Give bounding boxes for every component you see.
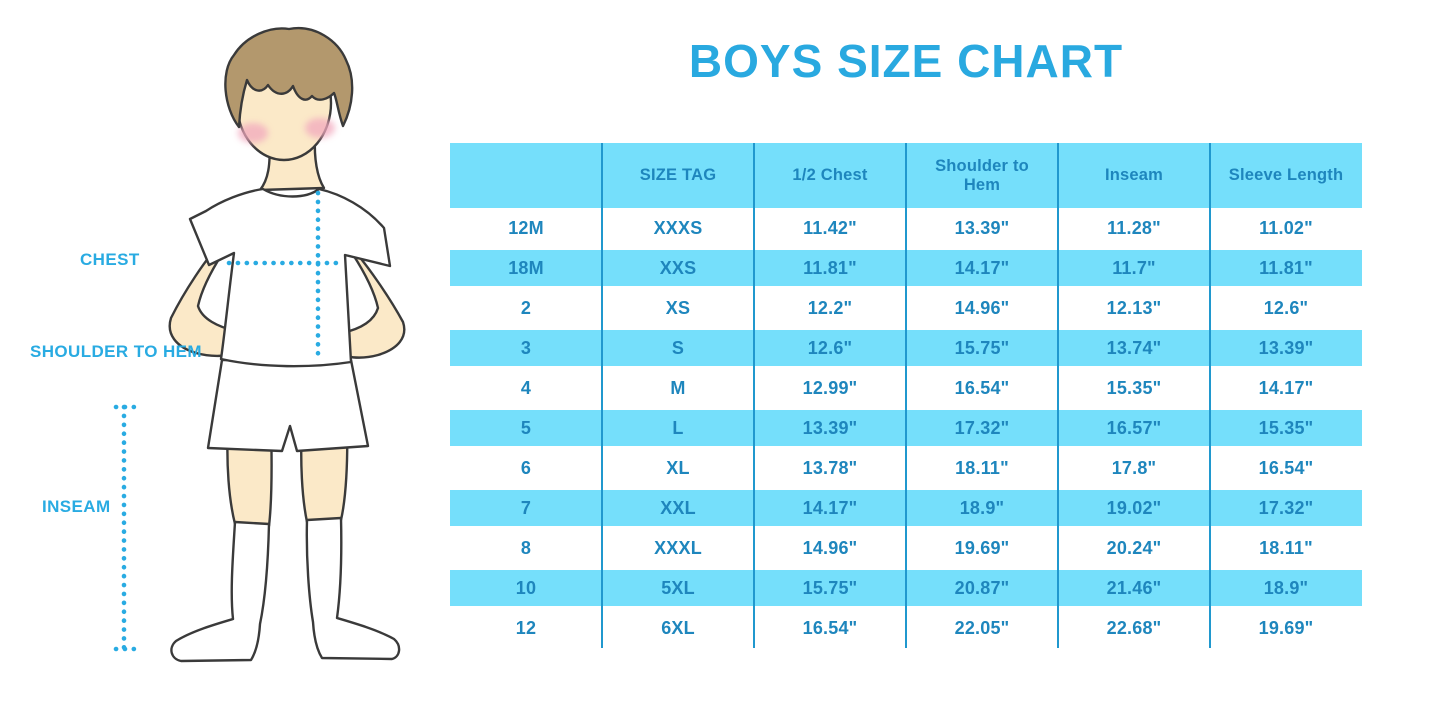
column-header: Sleeve Length — [1228, 166, 1344, 185]
table-cell: 11.02" — [1259, 217, 1313, 238]
table-row: 6 XL 13.78" 18.11" 17.8" 16.54" — [450, 448, 1362, 488]
table-cell: 15.35" — [1106, 377, 1162, 398]
table-row: 8 XXXL 14.96" 19.69" 20.24" 18.11" — [450, 528, 1362, 568]
chest-label: CHEST — [80, 250, 140, 269]
table-cell: XS — [665, 297, 691, 318]
table-cell: 15.75" — [954, 337, 1010, 358]
table-cell: XXS — [659, 257, 697, 278]
table-cell: 18.9" — [959, 497, 1005, 518]
page-title: BOYS SIZE CHART — [688, 35, 1124, 87]
table-cell: 12.6" — [1263, 297, 1309, 318]
table-cell: L — [672, 417, 684, 438]
column-header — [450, 143, 602, 208]
size-table: SIZE TAG 1/2 Chest Shoulder to Hem Inseam Sl… — [450, 143, 1362, 648]
table-cell: 3 — [520, 337, 532, 358]
boy-hair — [224, 26, 354, 129]
table-cell: 13.39" — [802, 417, 858, 438]
table-cell: 8 — [520, 537, 532, 558]
table-cell: 19.02" — [1106, 497, 1162, 518]
table-cell: 18.11" — [1259, 537, 1313, 558]
table-cell: 13.39" — [954, 217, 1010, 238]
boy-illustration-svg — [113, 26, 406, 663]
table-cell: 13.78" — [802, 457, 858, 478]
table-cell: 15.75" — [802, 577, 858, 598]
table-row: 4 M 12.99" 16.54" 15.35" 14.17" — [450, 368, 1362, 408]
table-cell: 12 — [515, 617, 537, 638]
boy-tshirt — [188, 187, 392, 368]
inseam-label: INSEAM — [42, 497, 111, 516]
boy-left-cheek — [238, 123, 268, 143]
table-cell: 12.2" — [807, 297, 853, 318]
table-cell: 22.05" — [954, 617, 1010, 638]
table-cell: 16.57" — [1106, 417, 1162, 438]
table-cell: 14.96" — [802, 537, 858, 558]
table-cell: 19.69" — [1258, 617, 1314, 638]
table-cell: 14.96" — [954, 297, 1010, 318]
table-cell: 11.7" — [1112, 257, 1156, 278]
table-cell: 16.54" — [802, 617, 858, 638]
table-row: 12 6XL 16.54" 22.05" 22.68" 19.69" — [450, 608, 1362, 648]
table-cell: S — [671, 337, 685, 358]
column-header: SIZE TAG — [639, 166, 717, 185]
table-cell: 12M — [508, 217, 544, 238]
table-cell: 16.54" — [954, 377, 1010, 398]
shoulder-to-hem-label: SHOULDER TO HEM — [30, 342, 202, 361]
boy-right-cheek — [305, 118, 335, 138]
table-cell: XXL — [660, 497, 696, 518]
column-header: 1/2 Chest — [792, 166, 868, 185]
table-cell: 13.74" — [1106, 337, 1162, 358]
table-cell: 14.17" — [1258, 377, 1314, 398]
column-separator — [1057, 143, 1059, 648]
table-cell: XXXL — [654, 537, 702, 558]
table-cell: 21.46" — [1106, 577, 1162, 598]
table-cell: 13.39" — [1258, 337, 1314, 358]
boy-shorts — [206, 358, 370, 453]
table-cell: 11.28" — [1107, 217, 1161, 238]
table-cell: 20.24" — [1106, 537, 1162, 558]
table-cell: 12.6" — [807, 337, 853, 358]
table-cell: 2 — [520, 297, 532, 318]
table-cell: 6 — [520, 457, 532, 478]
column-separator — [1209, 143, 1211, 648]
column-separator — [753, 143, 755, 648]
table-cell: M — [670, 377, 686, 398]
column-header: Shoulder to Hem — [935, 156, 1029, 194]
table-cell: 7 — [520, 497, 532, 518]
boy-figure-illustration: CHEST SHOULDER TO HEM INSEAM — [0, 0, 450, 723]
table-cell: 11.42" — [803, 217, 857, 238]
table-cell: 18M — [508, 257, 544, 278]
table-cell: XL — [666, 457, 690, 478]
table-cell: 10 — [515, 577, 537, 598]
table-row: 12M XXXS 11.42" 13.39" 11.28" 11.02" — [450, 208, 1362, 248]
table-cell: 11.81" — [803, 257, 857, 278]
table-cell: 18.11" — [955, 457, 1009, 478]
table-cell: 5 — [520, 417, 532, 438]
boy-left-sock — [170, 520, 271, 663]
boy-right-sock — [305, 516, 401, 661]
table-cell: 14.17" — [802, 497, 858, 518]
table-cell: 17.32" — [954, 417, 1010, 438]
table-cell: 22.68" — [1106, 617, 1162, 638]
table-cell: 19.69" — [954, 537, 1010, 558]
column-separator — [905, 143, 907, 648]
column-header: Inseam — [1104, 166, 1164, 185]
table-cell: 20.87" — [954, 577, 1010, 598]
column-separator — [601, 143, 603, 648]
table-cell: 17.8" — [1111, 457, 1157, 478]
table-cell: 5XL — [661, 577, 695, 598]
table-cell: 18.9" — [1263, 577, 1309, 598]
table-cell: 17.32" — [1258, 497, 1314, 518]
table-cell: 6XL — [661, 617, 695, 638]
table-cell: XXXS — [653, 217, 703, 238]
table-cell: 11.81" — [1259, 257, 1313, 278]
table-cell: 15.35" — [1258, 417, 1314, 438]
table-cell: 16.54" — [1258, 457, 1314, 478]
table-cell: 14.17" — [954, 257, 1010, 278]
table-cell: 4 — [520, 377, 532, 398]
table-row: 2 XS 12.2" 14.96" 12.13" 12.6" — [450, 288, 1362, 328]
table-cell: 12.13" — [1106, 297, 1162, 318]
table-cell: 12.99" — [802, 377, 858, 398]
